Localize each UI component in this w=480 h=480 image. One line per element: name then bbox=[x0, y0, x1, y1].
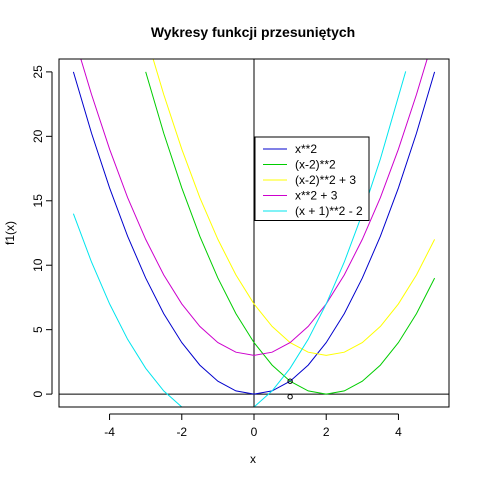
x-tick-label: 4 bbox=[395, 425, 402, 439]
chart-title: Wykresy funkcji przesuniętych bbox=[151, 24, 355, 40]
y-tick-label: 20 bbox=[31, 129, 45, 143]
data-point-1 bbox=[287, 393, 293, 400]
points-layer bbox=[287, 378, 293, 400]
series-layer bbox=[72, 59, 436, 407]
series-line-1 bbox=[145, 71, 436, 395]
y-tick-label: 0 bbox=[31, 390, 45, 397]
reference-lines bbox=[59, 59, 449, 407]
legend-label: x**2 + 3 bbox=[295, 189, 338, 203]
legend-label: (x + 1)**2 - 2 bbox=[295, 204, 363, 218]
y-axis-label: f1(x) bbox=[3, 221, 17, 245]
y-axis: 0 5 10 15 20 25 bbox=[31, 65, 53, 397]
x-axis-label: x bbox=[250, 452, 256, 466]
y-tick-label: 5 bbox=[31, 326, 45, 333]
legend-label: (x-2)**2 bbox=[295, 158, 336, 172]
x-tick-label: 2 bbox=[323, 425, 330, 439]
x-tick-label: -4 bbox=[104, 425, 115, 439]
legend-box bbox=[254, 136, 370, 221]
plot-frame bbox=[58, 58, 450, 408]
legend-label: (x-2)**2 + 3 bbox=[295, 173, 356, 187]
series-line-3 bbox=[80, 59, 428, 356]
series-line-4 bbox=[72, 71, 407, 407]
data-point-0 bbox=[287, 378, 293, 384]
legend: x**2 (x-2)**2(x-2)**2 + 3 x**2 + 3(x + 1)*… bbox=[254, 136, 370, 221]
legend-label: x**2 bbox=[295, 142, 317, 156]
y-tick-label: 15 bbox=[31, 194, 45, 208]
x-tick-label: 0 bbox=[251, 425, 258, 439]
y-tick-label: 25 bbox=[31, 65, 45, 79]
series-line-0 bbox=[72, 71, 436, 395]
y-tick-label: 10 bbox=[31, 258, 45, 272]
x-axis: -4 -2 0 2 4 bbox=[104, 413, 402, 439]
x-tick-label: -2 bbox=[176, 425, 187, 439]
